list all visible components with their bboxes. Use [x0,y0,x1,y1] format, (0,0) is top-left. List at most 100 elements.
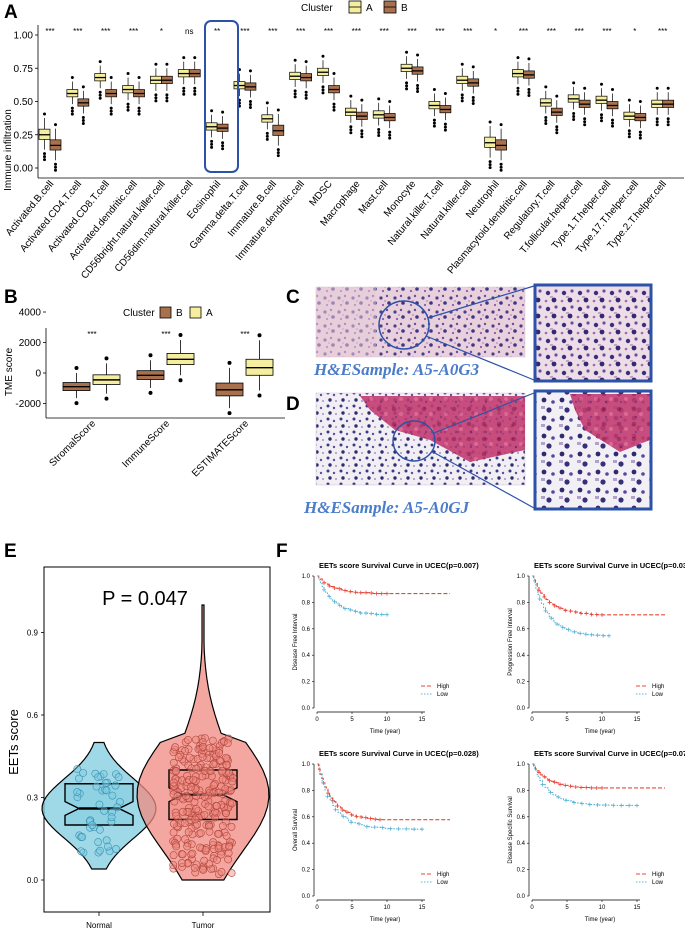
panel-e-data-point [191,815,200,824]
panel-f-high-curve-censor [337,586,342,591]
panel-label-a: A [4,2,18,23]
panel-f-low-curve-censor [572,800,576,805]
panel-f-high-curve-censor [358,590,363,595]
panel-e-data-point [225,843,234,851]
panel-a-outlier [377,97,381,101]
panel-a-outlier [600,82,603,86]
panel-e-data-point [94,773,103,782]
panel-a-outlier [360,135,364,139]
panel-f-high-curve-censor [379,591,384,596]
panel-f-low-curve-censor [579,801,584,806]
panel-e-data-point [184,735,192,744]
panel-f-legend-low: Low [437,880,449,886]
panel-a-box-natural-killer-t-cell-b [439,92,452,132]
panel-e-data-point [192,764,201,773]
panel-b-outlier [74,401,79,406]
panel-a-outlier [555,125,559,129]
panel-b-legend-title: Cluster [123,308,155,319]
panel-e-data-point [180,819,189,827]
panel-b-outlier [104,396,109,401]
panel-e-data-point [200,810,209,819]
panel-a-outlier [221,141,225,145]
panel-a-ytick-label: 0.00 [14,164,34,175]
panel-e-data-point [169,748,178,757]
panel-a-outlier [638,130,642,134]
panel-a-outlier [460,96,464,100]
panel-a-outlier [377,127,381,131]
panel-a-outlier [666,117,670,121]
panel-a-significance: *** [519,27,528,36]
panel-b-legend-swatch-b [159,306,172,319]
panel-a-outlier [193,92,197,96]
panel-f-ytick-label: 0.0 [517,706,526,712]
panel-b-outlier [227,411,232,416]
panel-a-legend-title: Cluster [301,3,333,14]
panel-f-ytick-label: 0.2 [517,868,526,874]
panel-f-low-curve-censor [603,803,608,808]
panel-a-box-mast-cell-b [383,99,396,140]
panel-a-outlier [293,92,297,96]
panel-a-outlier [655,117,659,121]
panel-f-high-curve-censor [327,583,332,588]
panel-f-high-curve-censor [579,785,583,790]
panel-a-outlier [572,114,576,118]
panel-e-data-point [183,842,192,851]
panel-e-data-point [228,777,237,786]
panel-e-xlabel: Tumor [192,921,215,930]
panel-a-outlier [432,118,436,122]
panel-a-outlier [600,113,603,117]
panel-e-data-point [181,738,190,747]
panel-a-outlier [583,117,587,121]
panel-f-high-curve [532,763,665,789]
panel-f-low-curve-censor [388,826,393,831]
panel-f-high-curve-censor [348,589,353,594]
panel-b-outlier [257,333,262,338]
panel-f-high-curve-censor [563,608,568,613]
panel-e-data-point [192,805,201,814]
panel-a-outlier [265,137,269,141]
panel-f-low-curve-censor [333,807,338,812]
panel-e-data-point [214,842,223,851]
panel-e-data-point [221,817,230,826]
panel-a-outlier [109,112,113,116]
panel-a-outlier [165,96,169,100]
panel-a-box-macrophage-b [356,98,368,139]
panel-e-data-point [188,849,197,858]
panel-f-high-curve-censor [354,814,359,819]
panel-f-ytick-label: 0.0 [302,894,311,900]
panel-f-high-curve-censor [589,785,594,790]
panel-e-data-point [178,863,186,871]
panel-e-data-point [220,843,229,852]
panel-a-outlier [70,112,74,116]
panel-e-data-point [214,788,223,797]
panel-f-xtick-label: 15 [419,717,426,723]
panel-e-data-point [176,819,185,828]
panel-a-outlier [126,72,130,76]
panel-a-box-activated-cd8-t-cell-b [105,76,118,116]
panel-a-outlier [54,123,57,127]
panel-a-outlier [460,62,464,66]
panel-f-low-curve-censor [412,827,417,832]
panel-f-low-curve-censor [583,632,588,637]
panel-e-data-point [171,743,180,752]
panel-f-high-curve-censor [594,612,599,617]
panel-a-ytick-label: 0.75 [14,64,34,75]
panel-a-box-natural-killer-cell-a [456,62,469,103]
panel-f-low-curve-censor [589,632,594,637]
panel-a-box-neutrophil-b [495,123,507,172]
panel-f-low-curve-censor [543,608,548,613]
panel-a-outlier [516,56,520,60]
panel-f-title: EETs score Survival Curve in UCEC(p=0.03… [534,561,685,570]
panel-a-outlier [332,105,336,109]
panel-a-outlier [248,103,252,107]
panel-f-low-curve-censor [556,795,561,800]
panel-f-high-curve-censor [547,600,552,605]
panel-a-box-type-2-t-helper-cell-a [651,86,664,127]
panel-a-outlier [627,98,631,102]
panel-a-significance: * [160,27,163,36]
panel-a-outlier [432,121,436,125]
panel-f-low-curve-censor [379,612,384,617]
panel-f-low-curve-censor [327,594,332,599]
panel-f-low-curve-censor [635,803,639,808]
